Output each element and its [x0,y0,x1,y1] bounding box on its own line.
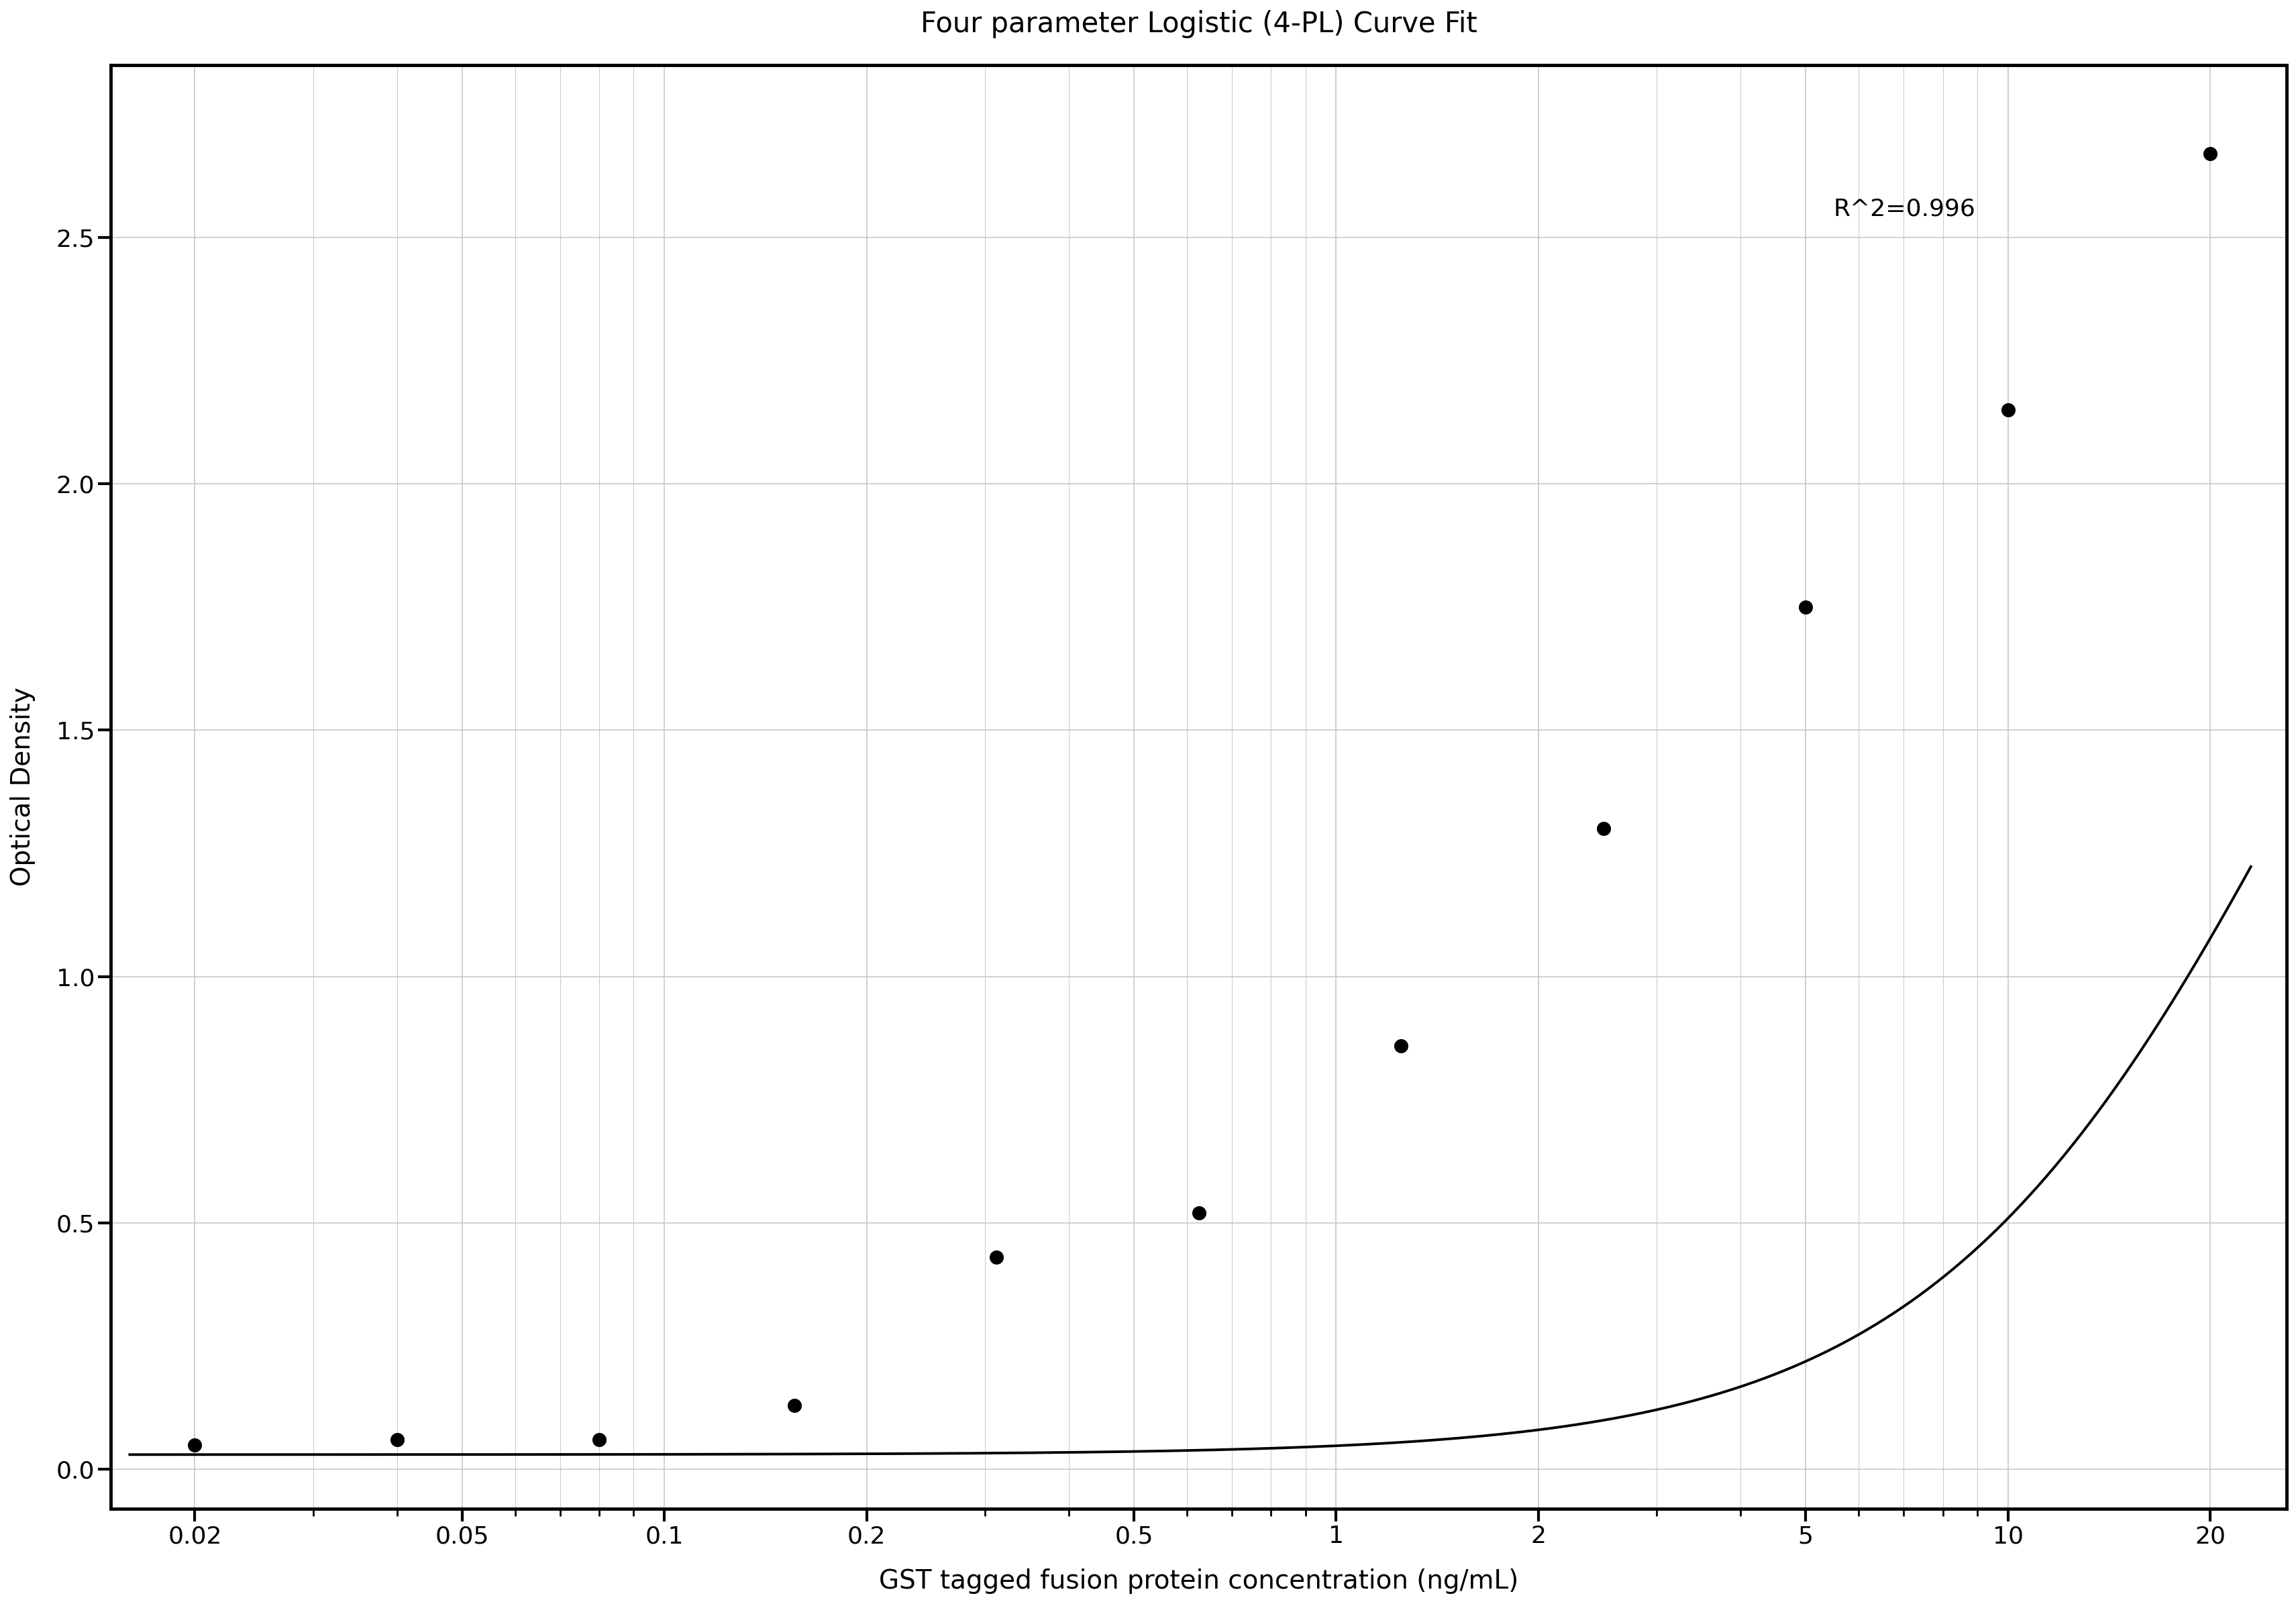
X-axis label: GST tagged fusion protein concentration (ng/mL): GST tagged fusion protein concentration … [879,1569,1518,1594]
Title: Four parameter Logistic (4-PL) Curve Fit: Four parameter Logistic (4-PL) Curve Fit [921,10,1476,38]
Text: R^2=0.996: R^2=0.996 [1832,197,1975,221]
Point [1584,816,1621,842]
Point [1988,396,2025,422]
Point [581,1428,618,1453]
Point [379,1428,416,1453]
Point [776,1392,813,1418]
Point [2190,141,2227,167]
Point [1786,593,1823,619]
Y-axis label: Optical Density: Optical Density [9,687,34,887]
Point [1180,1200,1217,1225]
Point [978,1245,1015,1270]
Point [177,1432,214,1458]
Point [1382,1033,1419,1059]
